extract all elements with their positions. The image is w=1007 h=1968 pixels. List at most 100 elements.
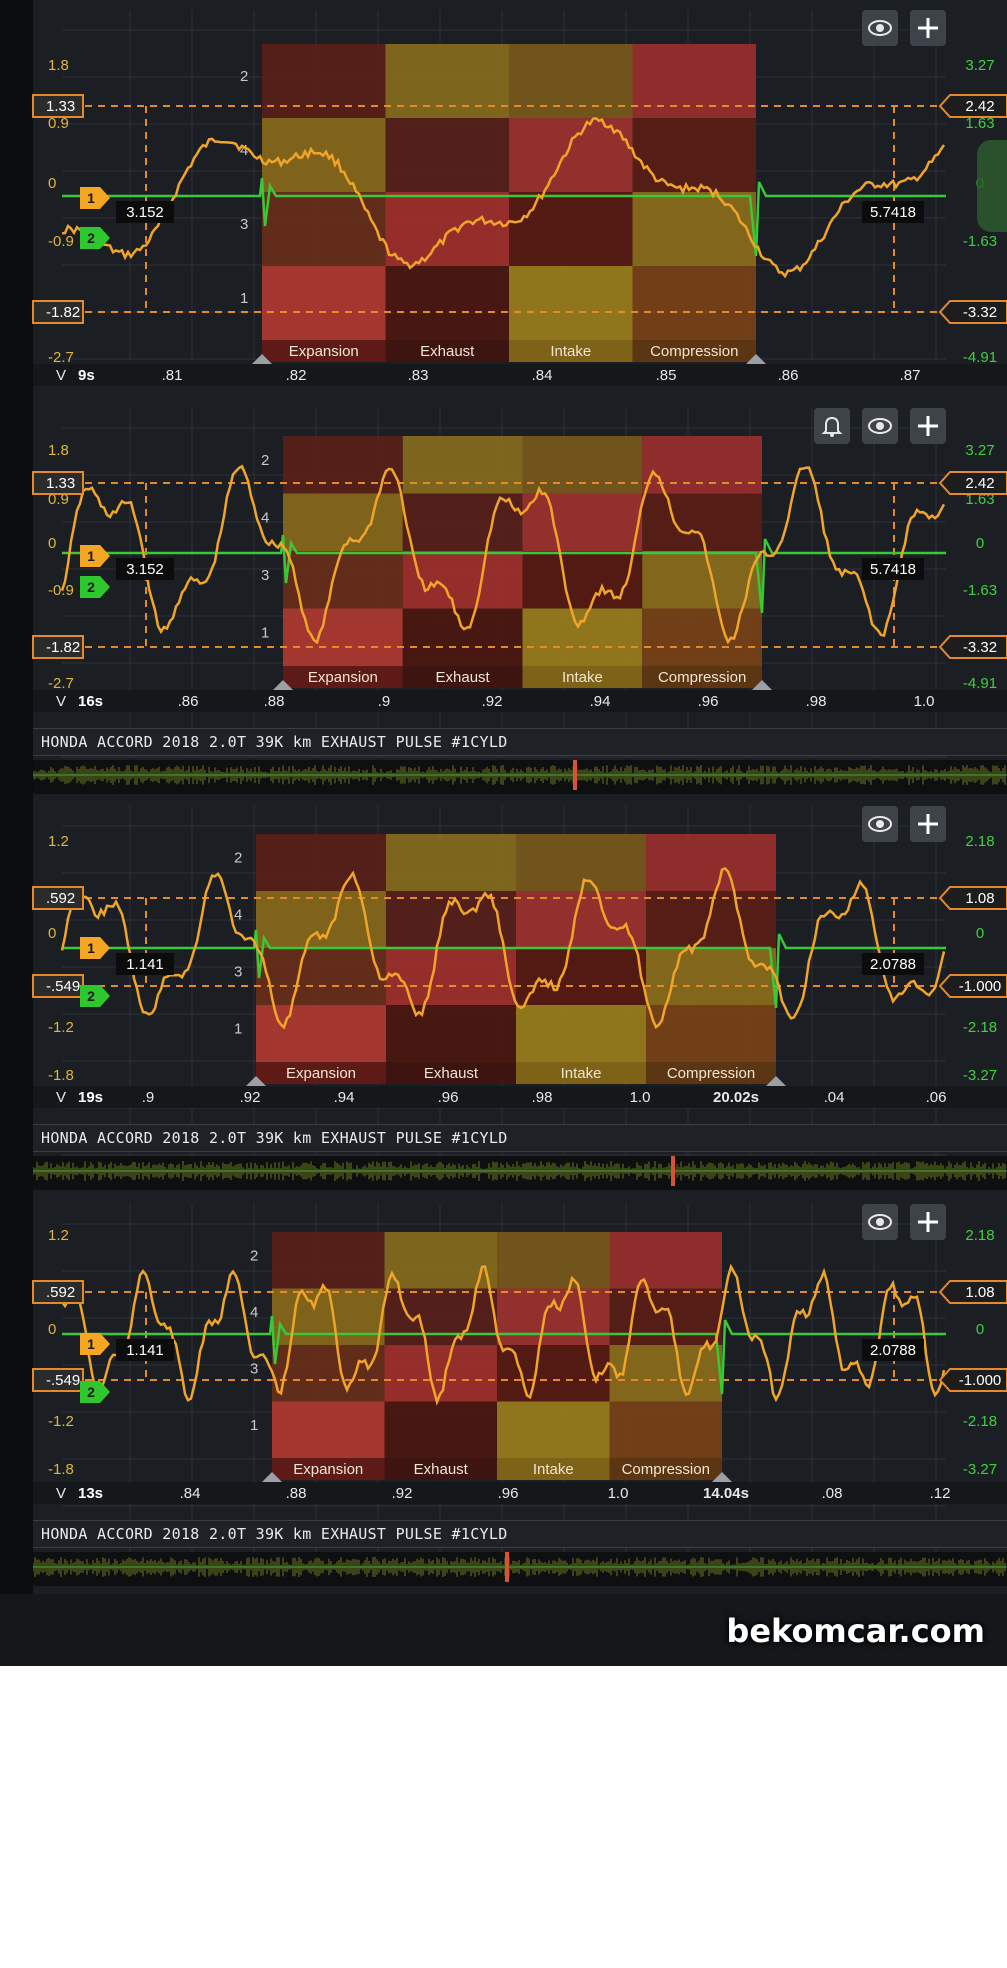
capture-title: HONDA ACCORD 2018 2.0T 39K km EXHAUST PU… [41, 1129, 508, 1147]
overview-strip[interactable] [32, 760, 1007, 794]
x-axis-bar [33, 364, 1007, 386]
x-axis-tick: .96 [438, 1089, 459, 1106]
right-cursor-value: -3.32 [963, 639, 997, 656]
x-axis-tick: .92 [392, 1485, 413, 1502]
trigger-marker[interactable] [712, 1472, 732, 1482]
channel-1-marker[interactable] [80, 187, 110, 209]
trigger-marker[interactable] [246, 1076, 266, 1086]
right-readout-box [862, 201, 924, 223]
overview-position-indicator[interactable] [573, 760, 577, 790]
x-axis-tick: .88 [264, 693, 285, 710]
right-cursor-value: 2.42 [965, 475, 994, 492]
channel-scroll-control[interactable] [977, 140, 1007, 232]
x-axis-tick: .86 [778, 367, 799, 384]
eye-button[interactable] [862, 408, 898, 444]
heatmap-cell [646, 948, 776, 1005]
left-cursor-handle[interactable] [32, 886, 84, 910]
heatmap-cell [283, 608, 403, 666]
heatmap-cell [386, 1005, 516, 1062]
heatmap-cell [385, 192, 509, 266]
stroke-label-bg [272, 1458, 385, 1480]
plus-button[interactable] [910, 1204, 946, 1240]
stroke-label-expansion: Expansion [293, 1461, 363, 1478]
x-axis-tick: 20.02s [713, 1089, 759, 1106]
plus-button[interactable] [910, 806, 946, 842]
left-axis-tick: -2.7 [48, 675, 74, 692]
scope-panel-4: Expansion Exhaust Intake Compression 2 4 3 1 1.2… [0, 1194, 1007, 1666]
x-axis-tick: 1.0 [608, 1485, 629, 1502]
left-readout: 3.152 [126, 204, 164, 221]
overview-strip[interactable] [32, 1156, 1007, 1190]
eye-button[interactable] [862, 806, 898, 842]
right-cursor-handle[interactable] [938, 635, 1007, 659]
overview-waveform [32, 760, 1007, 790]
channel-1-marker[interactable] [80, 937, 110, 959]
trigger-marker[interactable] [746, 354, 766, 364]
eye-icon [868, 816, 892, 832]
cylinder-row-number: 4 [234, 907, 242, 924]
right-axis-tick: 0 [976, 925, 984, 942]
left-cursor-handle[interactable] [32, 1280, 84, 1304]
heatmap-cell [516, 948, 646, 1005]
right-readout: 2.0788 [870, 956, 916, 973]
heatmap-cell [632, 192, 756, 266]
left-readout-box [116, 201, 174, 223]
channel-2-marker[interactable] [80, 576, 110, 598]
heatmap-cell [632, 118, 756, 192]
channel-marker-label: 2 [87, 1384, 95, 1400]
overview-position-indicator[interactable] [505, 1552, 509, 1582]
channel-2-trace [62, 177, 946, 257]
cylinder-row-number: 4 [261, 509, 269, 526]
right-cursor-handle[interactable] [938, 300, 1007, 324]
left-cursor-handle[interactable] [32, 94, 84, 118]
left-cursor-handle[interactable] [32, 635, 84, 659]
trigger-marker[interactable] [752, 680, 772, 690]
plus-button[interactable] [910, 408, 946, 444]
trigger-marker[interactable] [252, 354, 272, 364]
right-cursor-handle[interactable] [938, 1280, 1007, 1304]
stroke-label-expansion: Expansion [286, 1065, 356, 1082]
channel-2-trace [62, 1315, 946, 1395]
trigger-marker[interactable] [273, 680, 293, 690]
overview-position-indicator[interactable] [671, 1156, 675, 1186]
x-axis-tick: .98 [806, 693, 827, 710]
x-axis-tick: 1.0 [630, 1089, 651, 1106]
channel-1-trace [61, 116, 946, 279]
bell-button[interactable] [814, 408, 850, 444]
left-axis-tick: -0.9 [48, 233, 74, 250]
channel-1-marker[interactable] [80, 1333, 110, 1355]
eye-button[interactable] [862, 1204, 898, 1240]
plus-button[interactable] [910, 10, 946, 46]
channel-1-marker[interactable] [80, 545, 110, 567]
right-axis-tick: -3.27 [963, 1067, 997, 1084]
x-axis-bar [33, 690, 1007, 712]
heatmap-cell [609, 1345, 722, 1402]
stroke-label-intake: Intake [562, 669, 603, 686]
left-axis-tick: -1.8 [48, 1461, 74, 1478]
heatmap-cell [262, 192, 386, 266]
waveform-plot[interactable]: Expansion Exhaust Intake Compression24311.8… [0, 0, 1007, 400]
right-cursor-handle[interactable] [938, 94, 1007, 118]
overview-strip[interactable] [32, 1552, 1007, 1586]
left-cursor-handle[interactable] [32, 1368, 84, 1392]
left-margin [0, 796, 33, 1196]
heatmap-cell [522, 436, 643, 494]
x-axis-tick: .08 [822, 1485, 843, 1502]
channel-2-marker[interactable] [80, 227, 110, 249]
channel-marker-label: 2 [87, 579, 95, 595]
right-cursor-handle[interactable] [938, 471, 1007, 495]
channel-2-marker[interactable] [80, 1381, 110, 1403]
trigger-marker[interactable] [262, 1472, 282, 1482]
heatmap-cell [642, 493, 762, 551]
left-axis-tick: 1.2 [48, 1227, 69, 1244]
channel-2-marker[interactable] [80, 985, 110, 1007]
left-cursor-handle[interactable] [32, 300, 84, 324]
left-cursor-handle[interactable] [32, 471, 84, 495]
right-cursor-handle[interactable] [938, 886, 1007, 910]
right-cursor-handle[interactable] [938, 1368, 1007, 1392]
trigger-marker[interactable] [766, 1076, 786, 1086]
cylinder-row-number: 2 [261, 452, 269, 469]
heatmap-cell [385, 266, 509, 340]
right-cursor-handle[interactable] [938, 974, 1007, 998]
eye-button[interactable] [862, 10, 898, 46]
